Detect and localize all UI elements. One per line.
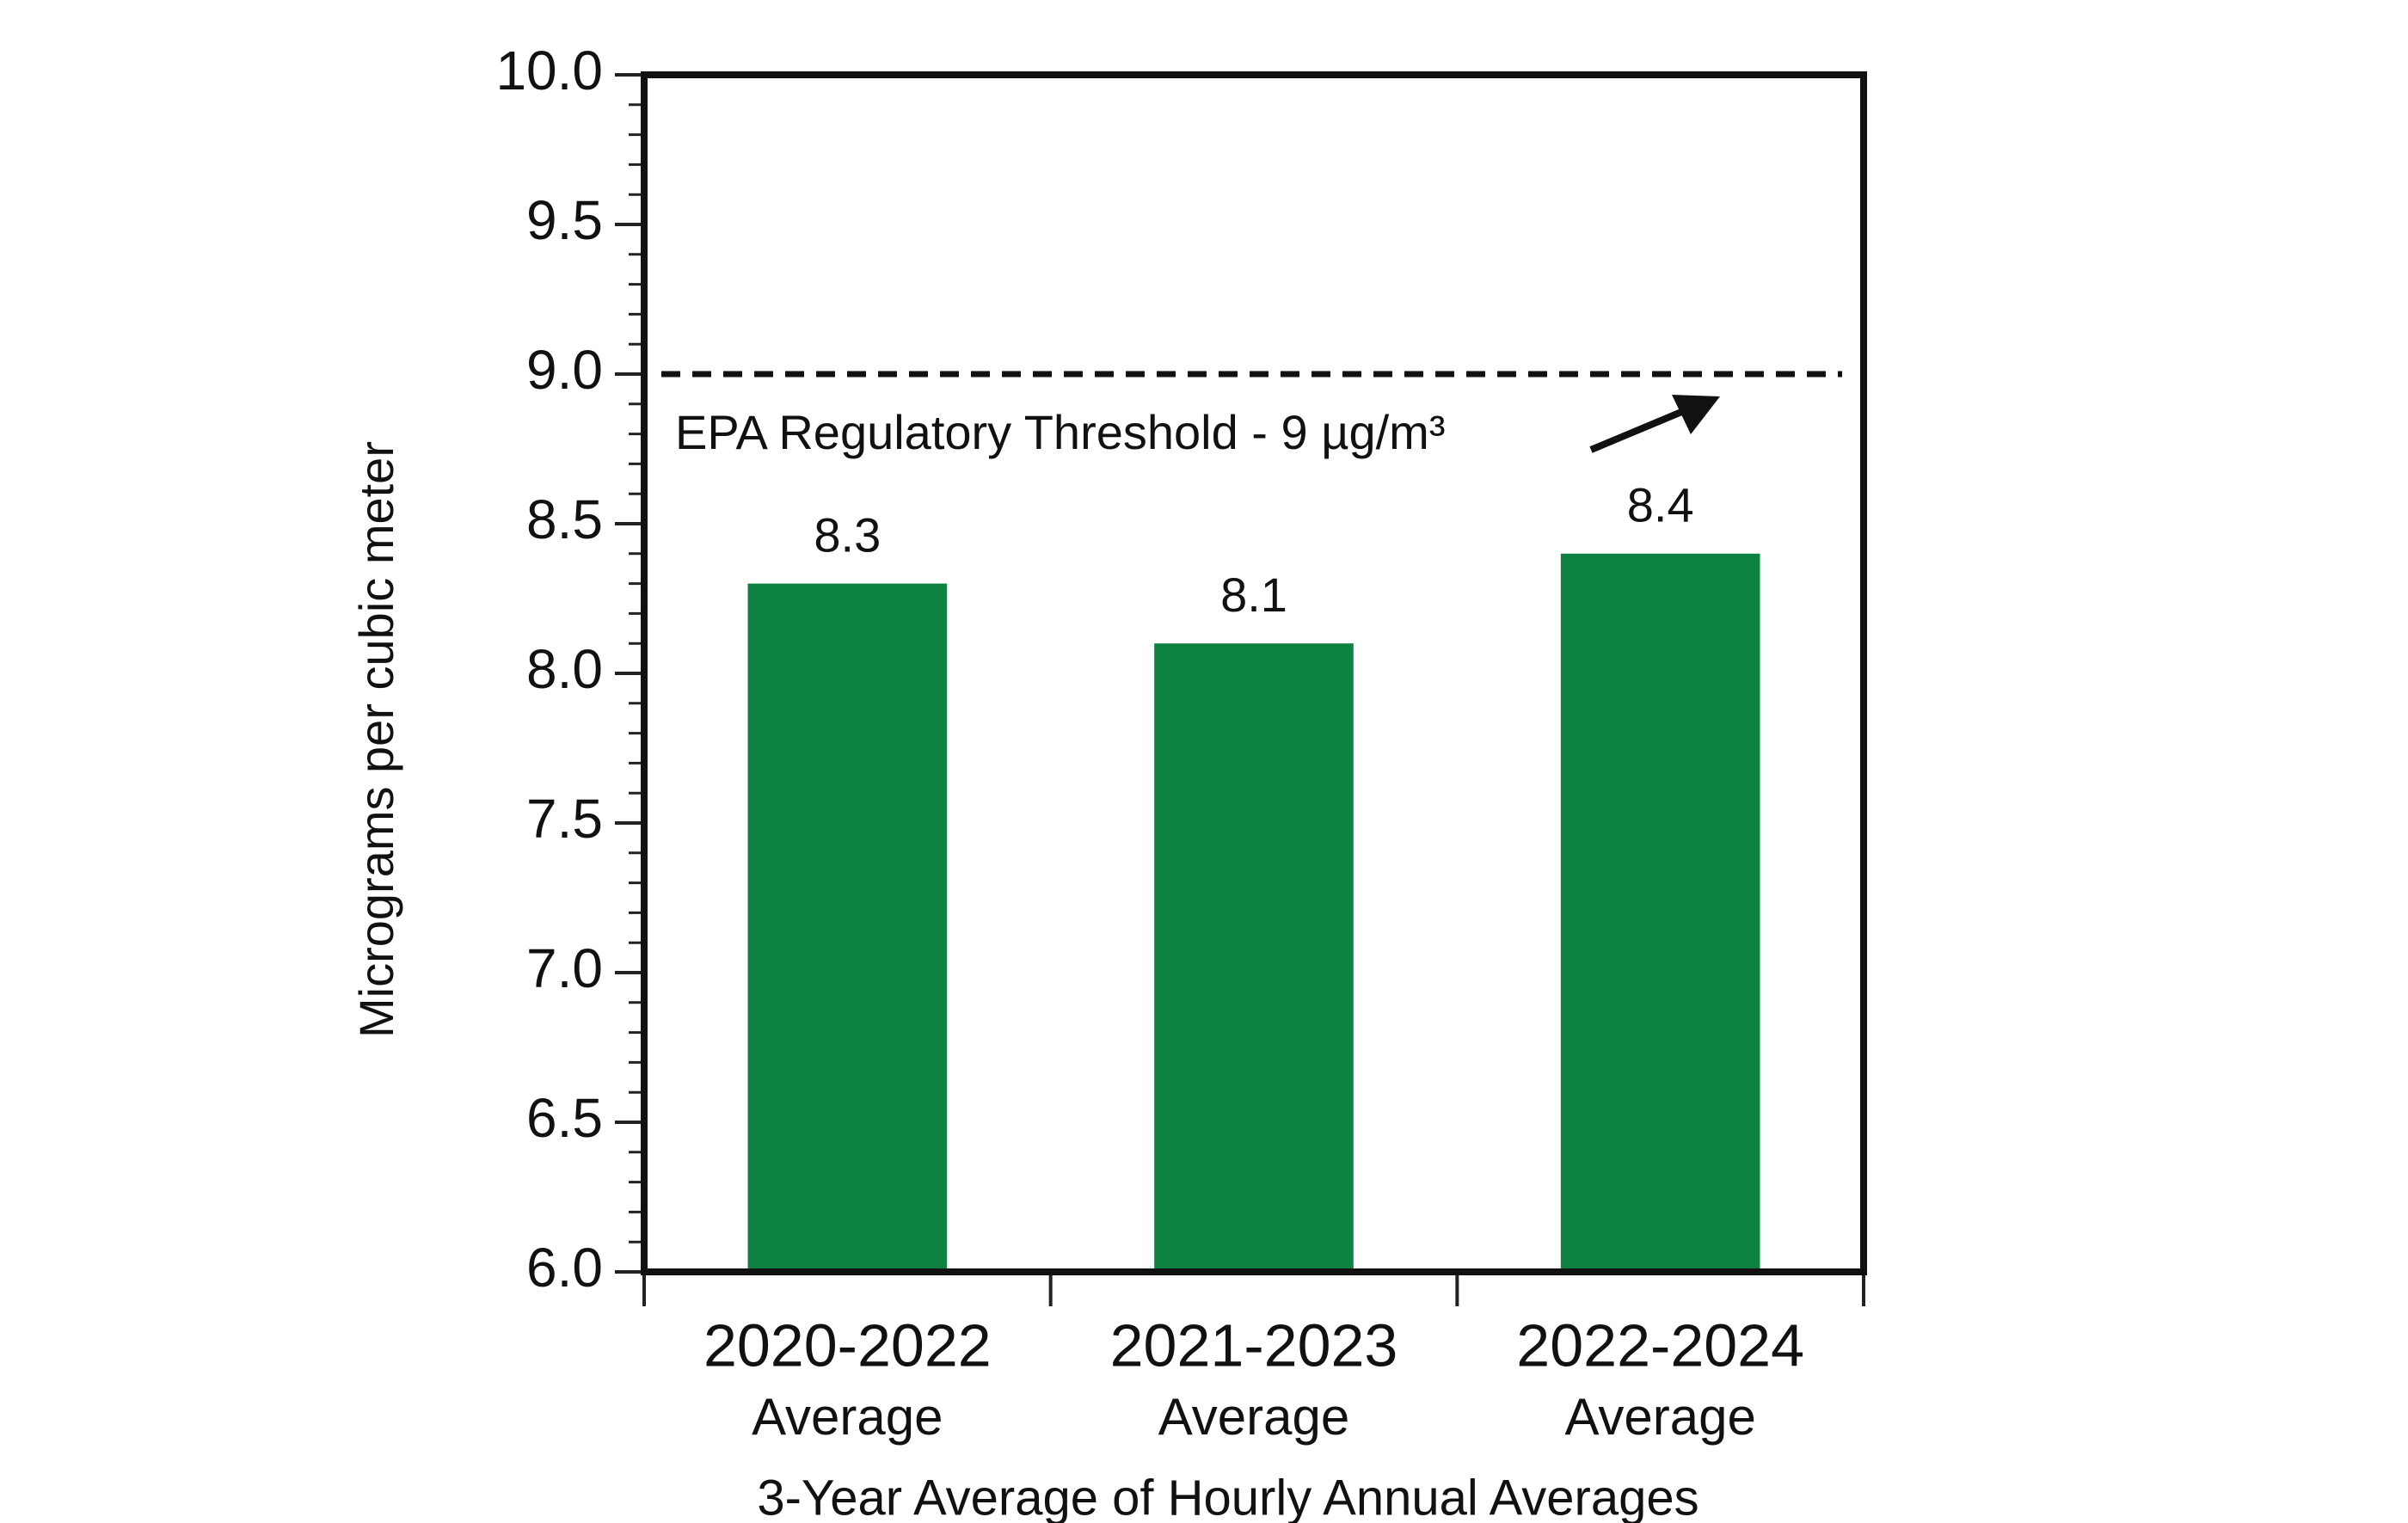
y-tick-label: 7.5 bbox=[526, 788, 603, 850]
y-tick-label: 7.0 bbox=[526, 937, 603, 999]
x-tick-label: Average bbox=[752, 1388, 943, 1446]
threshold-arrow bbox=[1589, 407, 1687, 453]
y-tick-label: 8.0 bbox=[526, 638, 603, 700]
y-tick-label: 9.0 bbox=[526, 339, 603, 401]
bar bbox=[1560, 553, 1760, 1272]
data-label: 8.3 bbox=[814, 507, 881, 562]
x-axis-title: 3-Year Average of Hourly Annual Averages bbox=[757, 1470, 1698, 1523]
bar bbox=[1154, 643, 1354, 1272]
plot-frame bbox=[641, 71, 1867, 1275]
y-axis-title: Micrograms per cubic meter bbox=[349, 441, 403, 1038]
data-label: 8.1 bbox=[1220, 568, 1287, 622]
x-tick-label: Average bbox=[1564, 1388, 1755, 1446]
y-tick-label: 6.5 bbox=[526, 1087, 603, 1149]
x-tick-label: 2022-2024 bbox=[1516, 1311, 1804, 1379]
threshold-label: EPA Regulatory Threshold - 9 µg/m³ bbox=[675, 405, 1445, 459]
y-tick-label: 10.0 bbox=[495, 40, 603, 101]
y-tick-label: 6.0 bbox=[526, 1237, 603, 1299]
threshold-arrowhead bbox=[1672, 395, 1720, 434]
x-tick-label: Average bbox=[1158, 1388, 1349, 1446]
x-tick-label: 2021-2023 bbox=[1110, 1311, 1398, 1379]
y-tick-label: 9.5 bbox=[526, 189, 603, 251]
x-tick-label: 2020-2022 bbox=[703, 1311, 992, 1379]
data-label: 8.4 bbox=[1627, 478, 1694, 532]
bar bbox=[747, 583, 948, 1272]
y-tick-label: 8.5 bbox=[526, 488, 603, 550]
